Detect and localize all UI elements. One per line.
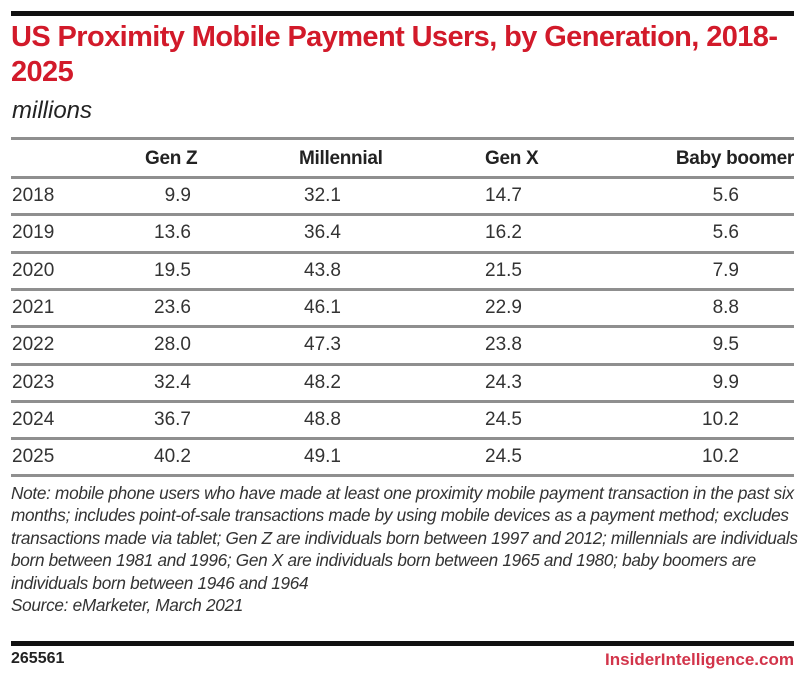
table-row: 2019 13.6 36.4 16.2 5.6: [11, 216, 794, 249]
cell-value: 32.1: [304, 185, 341, 206]
cell-value: 5.6: [712, 222, 739, 244]
cell-value: 14.7: [485, 185, 522, 206]
cell-value: 9.9: [712, 371, 739, 393]
row-divider: [11, 213, 794, 217]
row-year: 2022: [12, 334, 55, 356]
row-divider: [11, 362, 794, 366]
cell-value: 47.3: [304, 334, 341, 356]
cell-value: 9.5: [712, 334, 739, 356]
chart-subtitle: millions: [12, 97, 93, 124]
cell-value: 48.8: [304, 408, 341, 430]
table-row: 2023 32.4 48.2 24.3 9.9: [11, 366, 794, 399]
cell-value: 5.6: [712, 185, 739, 206]
column-header-gen-z: Gen Z: [145, 148, 198, 169]
cell-value: 24.5: [485, 408, 522, 430]
cell-value: 24.3: [485, 371, 522, 393]
table-row: 2022 28.0 47.3 23.8 9.5: [11, 328, 794, 361]
row-divider: [11, 325, 794, 329]
cell-value: 36.7: [154, 408, 191, 430]
cell-value: 16.2: [485, 222, 522, 244]
cell-value: 40.2: [154, 446, 191, 468]
cell-value: 22.9: [485, 296, 522, 318]
header-top-rule: [11, 137, 794, 140]
cell-value: 23.8: [485, 334, 522, 356]
cell-value: 23.6: [154, 296, 191, 318]
row-divider: [11, 250, 794, 254]
cell-value: 36.4: [304, 222, 341, 244]
footnote: Note: mobile phone users who have made a…: [11, 482, 800, 616]
cell-value: 46.1: [304, 296, 341, 318]
cell-value: 10.2: [702, 446, 739, 468]
column-header-millennial: Millennial: [299, 148, 383, 169]
cell-value: 19.5: [154, 259, 191, 281]
cell-value: 10.2: [702, 408, 739, 430]
column-header-baby-boomer: Baby boomer: [675, 148, 794, 169]
row-year: 2025: [12, 446, 55, 468]
cell-value: 9.9: [164, 185, 191, 206]
cell-value: 7.9: [712, 259, 739, 281]
cell-value: 28.0: [154, 334, 191, 356]
cell-value: 24.5: [485, 446, 522, 468]
row-divider: [11, 474, 794, 478]
header-bottom-rule: [11, 176, 794, 179]
table-row: 2020 19.5 43.8 21.5 7.9: [11, 254, 794, 287]
chart-title: US Proximity Mobile Payment Users, by Ge…: [11, 21, 778, 88]
cell-value: 8.8: [712, 296, 739, 318]
cell-value: 43.8: [304, 259, 341, 281]
row-divider: [11, 399, 794, 403]
cell-value: 48.2: [304, 371, 341, 393]
row-year: 2020: [12, 259, 55, 281]
row-year: 2018: [12, 185, 55, 206]
bottom-rule: [11, 641, 794, 646]
cell-value: 21.5: [485, 259, 522, 281]
cell-value: 13.6: [154, 222, 191, 244]
source-text: Source: eMarketer, March 2021: [11, 595, 244, 616]
brand-link[interactable]: InsiderIntelligence.com: [605, 650, 794, 669]
cell-value: 32.4: [154, 371, 191, 393]
chart-id: 265561: [11, 650, 65, 667]
table-row: 2018 9.9 32.1 14.7 5.6: [11, 179, 794, 212]
table-row: 2024 36.7 48.8 24.5 10.2: [11, 403, 794, 436]
cell-value: 49.1: [304, 446, 341, 468]
row-year: 2019: [12, 222, 55, 244]
table-row: 2021 23.6 46.1 22.9 8.8: [11, 291, 794, 324]
top-rule: [11, 11, 794, 16]
table-row: 2025 40.2 49.1 24.5 10.2: [11, 440, 794, 473]
row-year: 2024: [12, 408, 55, 430]
row-year: 2023: [12, 371, 55, 393]
row-divider: [11, 437, 794, 441]
row-divider: [11, 287, 794, 291]
row-year: 2021: [12, 296, 55, 318]
note-text: Note: mobile phone users who have made a…: [11, 483, 798, 593]
column-header-gen-x: Gen X: [485, 148, 539, 169]
